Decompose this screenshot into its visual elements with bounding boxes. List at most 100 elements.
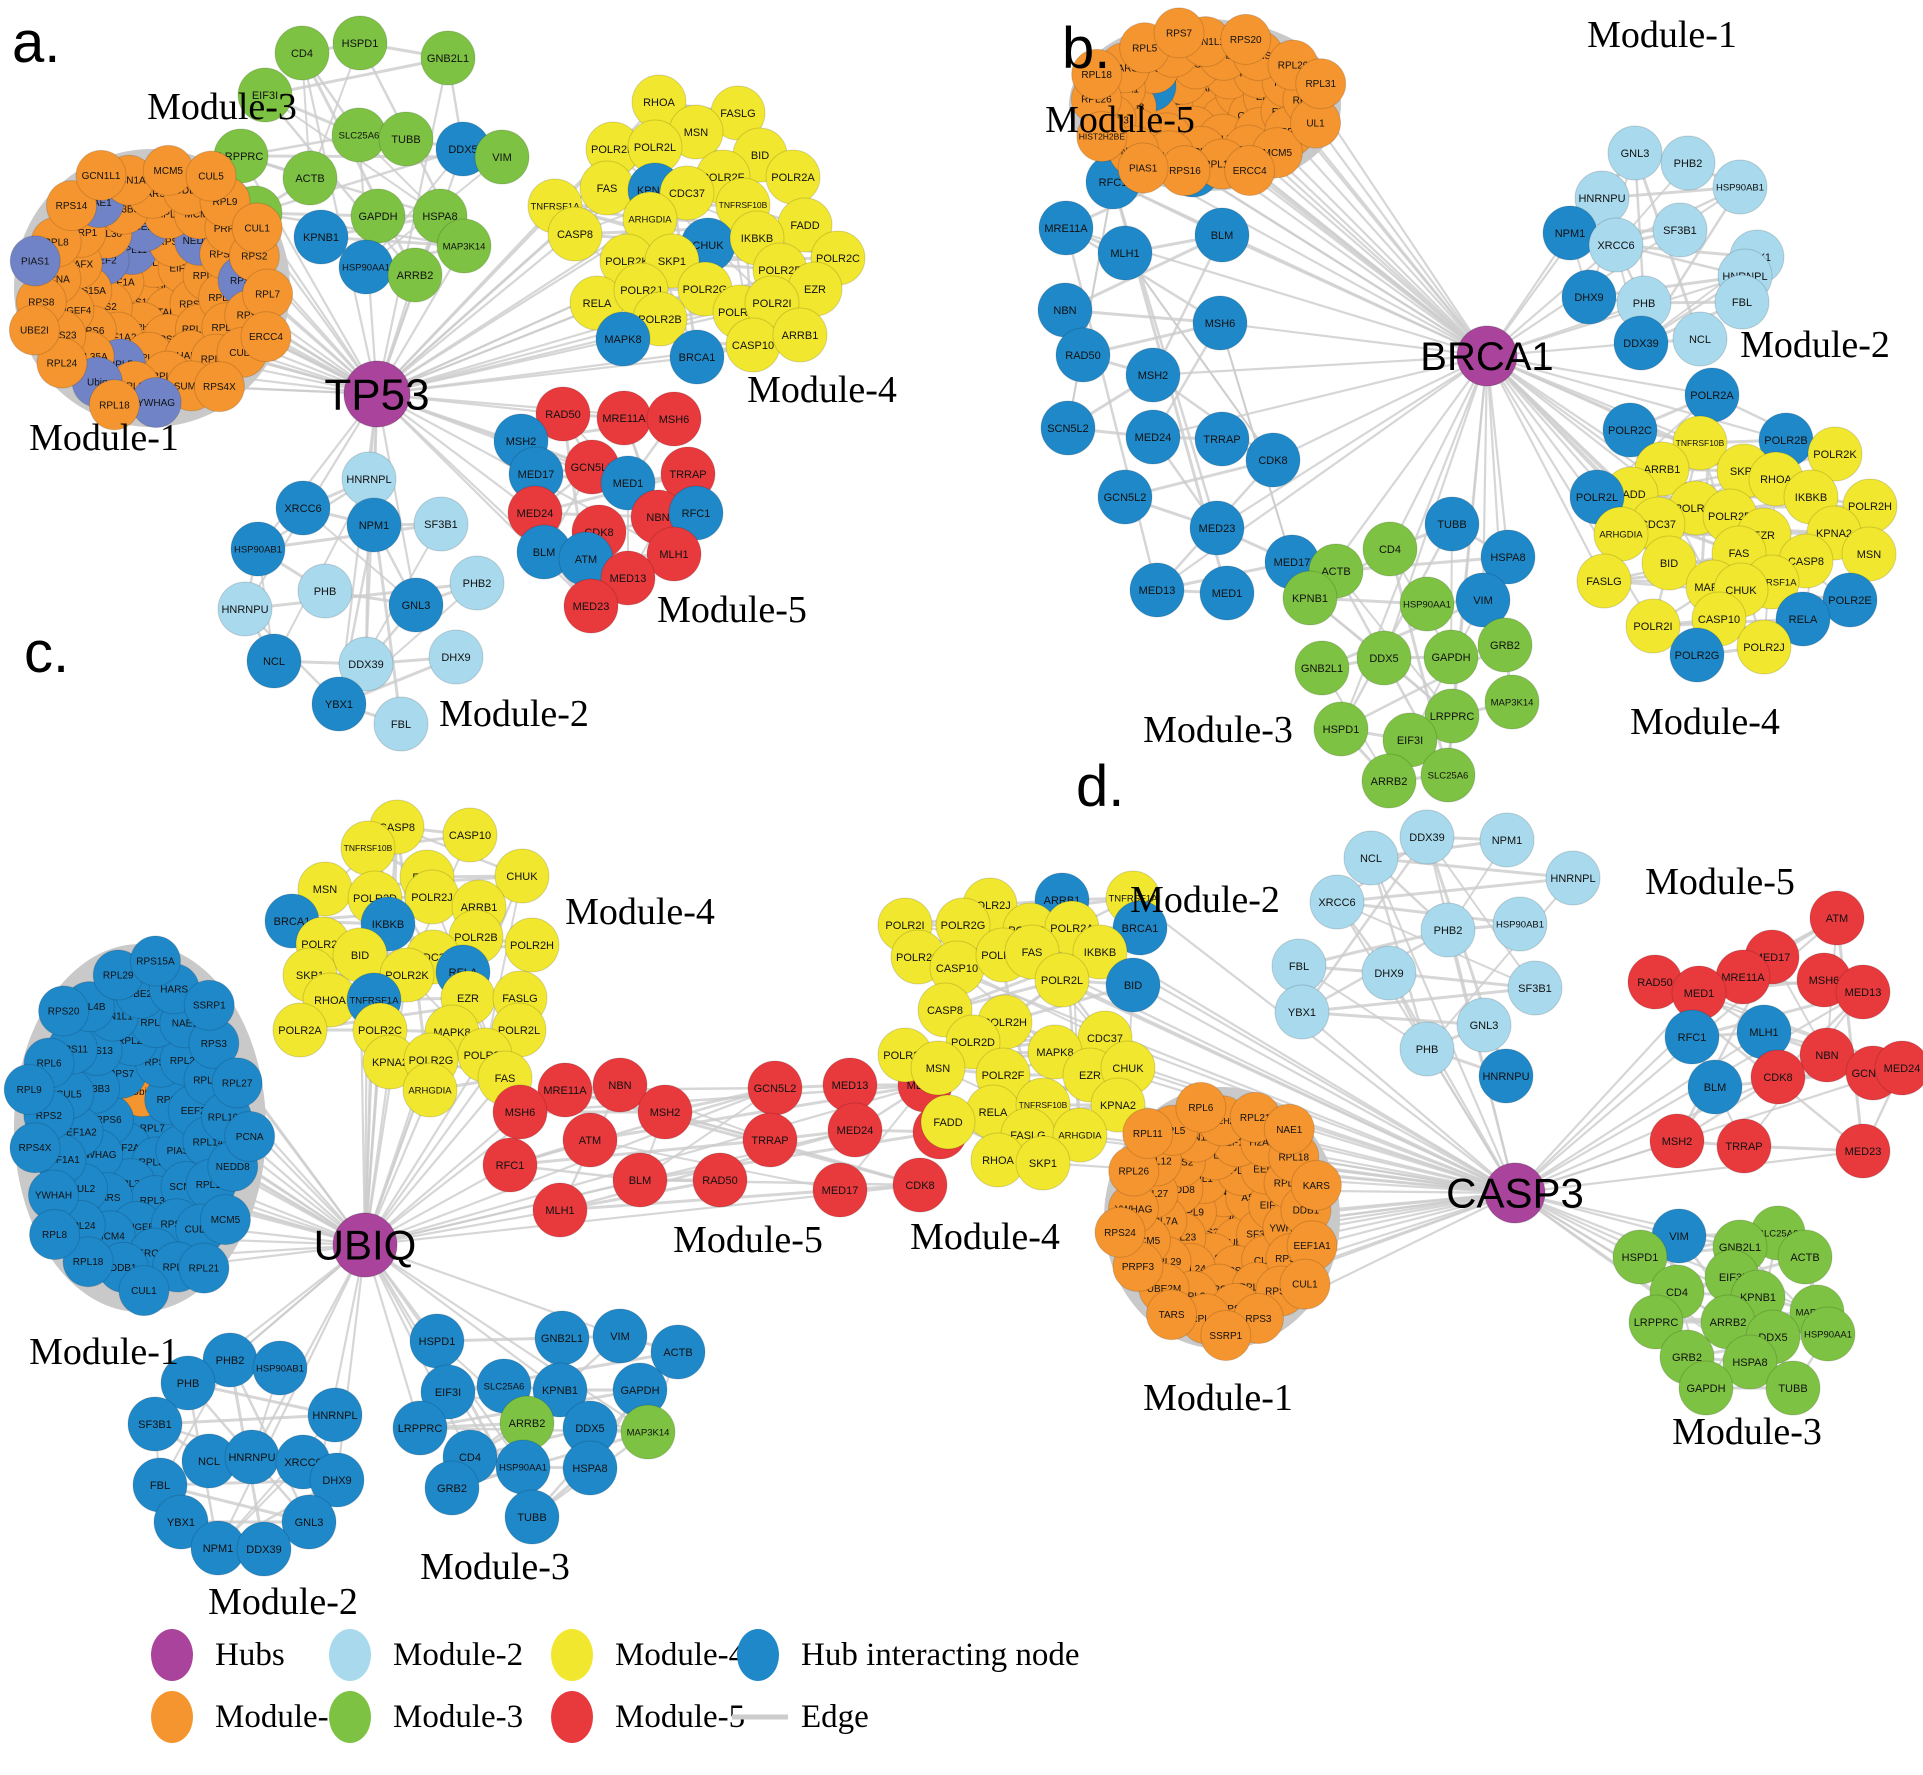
node-MED1[interactable]: MED1 — [1199, 565, 1255, 621]
node-CUL1[interactable]: CUL1 — [231, 202, 283, 254]
node-HSP90AA1[interactable]: HSP90AA1 — [1800, 1306, 1856, 1362]
gene-node-circle[interactable] — [193, 361, 245, 413]
gene-node-circle[interactable] — [217, 581, 273, 637]
node-SF3B1[interactable]: SF3B1 — [1507, 960, 1563, 1016]
node-TRRAP[interactable]: TRRAP — [1194, 411, 1250, 467]
node-FASLG[interactable]: FASLG — [1576, 553, 1632, 609]
node-HSP90AA1[interactable]: HSP90AA1 — [338, 239, 394, 295]
gene-node-circle[interactable] — [129, 935, 181, 987]
node-BLM[interactable]: BLM — [1194, 207, 1250, 263]
gene-node-circle[interactable] — [387, 247, 443, 303]
node-TRRAP[interactable]: TRRAP — [1716, 1118, 1772, 1174]
gene-node-circle[interactable] — [534, 1310, 590, 1366]
node-FADD[interactable]: FADD — [920, 1094, 976, 1150]
node-MED24[interactable]: MED24 — [1874, 1040, 1923, 1096]
gene-node-circle[interactable] — [812, 1162, 868, 1218]
gene-node-circle[interactable] — [827, 1102, 883, 1158]
gene-node-circle[interactable] — [1835, 1123, 1891, 1179]
gene-node-circle[interactable] — [1664, 1009, 1720, 1065]
node-RPS4X[interactable]: RPS4X — [193, 361, 245, 413]
gene-node-circle[interactable] — [1125, 347, 1181, 403]
node-RPS24[interactable]: RPS24 — [1094, 1206, 1146, 1258]
gene-node-circle[interactable] — [309, 1452, 365, 1508]
gene-node-circle[interactable] — [1588, 217, 1644, 273]
node-CD4[interactable]: CD4 — [274, 25, 330, 81]
gene-node-circle[interactable] — [1192, 295, 1248, 351]
gene-node-circle[interactable] — [449, 555, 505, 611]
gene-node-circle[interactable] — [341, 451, 397, 507]
node-SLC25A6[interactable]: SLC25A6 — [331, 107, 387, 163]
gene-node-circle[interactable] — [1545, 850, 1601, 906]
node-HNRNPU[interactable]: HNRNPU — [1478, 1048, 1534, 1104]
node-MED23[interactable]: MED23 — [1835, 1123, 1891, 1179]
gene-node-circle[interactable] — [29, 1209, 81, 1261]
node-GCN5L2[interactable]: GCN5L2 — [747, 1060, 803, 1116]
node-MAPK8[interactable]: MAPK8 — [595, 311, 651, 367]
gene-node-circle[interactable] — [596, 390, 652, 446]
node-MED23[interactable]: MED23 — [563, 578, 619, 634]
gene-node-circle[interactable] — [88, 379, 140, 431]
gene-node-circle[interactable] — [1194, 207, 1250, 263]
node-HNRNPL[interactable]: HNRNPL — [307, 1387, 363, 1443]
gene-node-circle[interactable] — [142, 144, 194, 196]
gene-node-circle[interactable] — [199, 1194, 251, 1246]
gene-node-circle[interactable] — [1576, 553, 1632, 609]
gene-node-circle[interactable] — [1822, 572, 1878, 628]
gene-node-circle[interactable] — [1220, 13, 1272, 65]
node-ARRB1[interactable]: ARRB1 — [772, 307, 828, 363]
gene-node-circle[interactable] — [592, 1308, 648, 1364]
gene-node-circle[interactable] — [1593, 506, 1649, 562]
node-ARHGDIA[interactable]: ARHGDIA — [402, 1062, 458, 1118]
gene-node-circle[interactable] — [535, 386, 591, 442]
gene-node-circle[interactable] — [1279, 1258, 1331, 1310]
gene-node-circle[interactable] — [231, 202, 283, 254]
hub-circle[interactable] — [1456, 325, 1518, 387]
node-TARS[interactable]: TARS — [1146, 1289, 1198, 1341]
node-MLH1[interactable]: MLH1 — [646, 526, 702, 582]
gene-node-circle[interactable] — [1722, 1334, 1778, 1390]
node-GAPDH[interactable]: GAPDH — [1678, 1360, 1734, 1416]
gene-node-circle[interactable] — [388, 577, 444, 633]
gene-node-circle[interactable] — [1361, 945, 1417, 1001]
gene-node-circle[interactable] — [340, 820, 396, 876]
node-NPM1[interactable]: NPM1 — [346, 497, 402, 553]
node-PHB2[interactable]: PHB2 — [1660, 135, 1716, 191]
gene-node-circle[interactable] — [236, 1521, 292, 1577]
gene-node-circle[interactable] — [378, 111, 434, 167]
node-HSPD1[interactable]: HSPD1 — [409, 1313, 465, 1369]
gene-node-circle[interactable] — [409, 1313, 465, 1369]
gene-node-circle[interactable] — [1716, 1118, 1772, 1174]
node-PIAS1[interactable]: PIAS1 — [1117, 142, 1169, 194]
node-RPS20[interactable]: RPS20 — [38, 985, 90, 1037]
node-SF3B1[interactable]: SF3B1 — [1652, 202, 1708, 258]
node-MSH6[interactable]: MSH6 — [646, 391, 702, 447]
gene-node-circle[interactable] — [1399, 1021, 1455, 1077]
gene-node-circle[interactable] — [1105, 957, 1161, 1013]
gene-node-circle[interactable] — [1076, 111, 1128, 163]
node-PCNA[interactable]: PCNA — [224, 1110, 276, 1162]
gene-node-circle[interactable] — [332, 15, 388, 71]
gene-node-circle[interactable] — [1809, 890, 1865, 946]
gene-node-circle[interactable] — [442, 807, 498, 863]
gene-node-circle[interactable] — [1678, 1360, 1734, 1416]
gene-node-circle[interactable] — [224, 1110, 276, 1162]
node-MLH1[interactable]: MLH1 — [1097, 225, 1153, 281]
gene-node-circle[interactable] — [38, 985, 90, 1037]
gene-node-circle[interactable] — [1649, 1113, 1705, 1169]
node-TUBB[interactable]: TUBB — [1424, 496, 1480, 552]
gene-node-circle[interactable] — [1800, 1306, 1856, 1362]
node-MAP3K14[interactable]: MAP3K14 — [1484, 674, 1540, 730]
node-HNRNPL[interactable]: HNRNPL — [341, 451, 397, 507]
gene-node-circle[interactable] — [297, 563, 353, 619]
node-RFC1[interactable]: RFC1 — [482, 1137, 538, 1193]
node-MAP3K14[interactable]: MAP3K14 — [436, 218, 492, 274]
node-POLR2A[interactable]: POLR2A — [765, 149, 821, 205]
node-RPS20[interactable]: RPS20 — [1220, 13, 1272, 65]
gene-node-circle[interactable] — [495, 1439, 551, 1495]
gene-node-circle[interactable] — [1224, 145, 1276, 197]
node-POLR2J[interactable]: POLR2J — [1736, 619, 1792, 675]
gene-node-circle[interactable] — [492, 1084, 548, 1140]
node-DHX9[interactable]: DHX9 — [1561, 269, 1617, 325]
node-XRCC6[interactable]: XRCC6 — [1588, 217, 1644, 273]
gene-node-circle[interactable] — [765, 149, 821, 205]
